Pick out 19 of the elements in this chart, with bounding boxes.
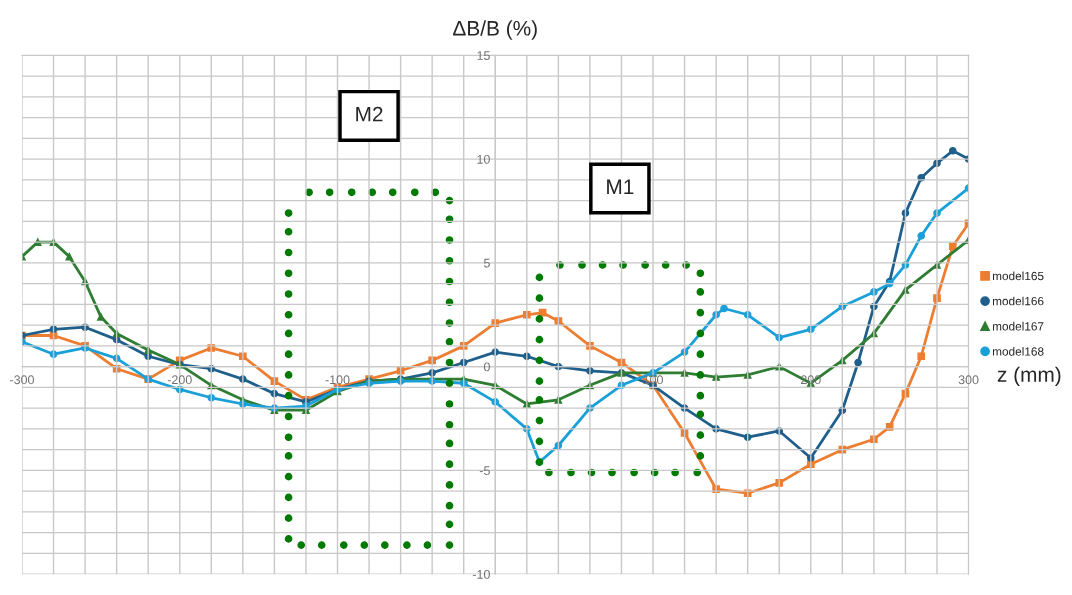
y-axis-title: ΔB/B (%)	[453, 20, 537, 40]
legend-label: model168	[992, 347, 1044, 356]
y-tick-label: 15	[477, 51, 490, 60]
y-tick-label: -10	[472, 569, 490, 579]
legend-label: model167	[992, 321, 1044, 331]
x-tick-label: -200	[167, 375, 192, 385]
legend-label: model165	[992, 271, 1044, 281]
x-axis-title: z (mm)	[997, 366, 1061, 387]
y-tick-label: 10	[477, 154, 490, 164]
y-tick-label: 0	[483, 362, 490, 372]
y-tick-label: -5	[479, 466, 490, 476]
x-tick-label: 300	[958, 375, 979, 385]
x-tick-label: -300	[10, 375, 34, 385]
legend-label: model166	[992, 296, 1044, 306]
annotation: M2	[356, 106, 383, 122]
y-tick-label: 5	[483, 258, 490, 268]
x-tick-label: 200	[800, 375, 821, 385]
x-tick-label: -100	[325, 375, 350, 385]
annotation: M1	[607, 179, 634, 194]
